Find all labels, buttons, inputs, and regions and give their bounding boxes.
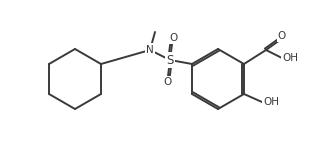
Text: O: O — [278, 31, 286, 41]
Text: O: O — [163, 77, 171, 87]
Text: N: N — [146, 45, 154, 55]
Text: S: S — [166, 53, 174, 66]
Text: OH: OH — [263, 97, 279, 107]
Text: OH: OH — [282, 53, 298, 63]
Text: O: O — [169, 33, 177, 43]
